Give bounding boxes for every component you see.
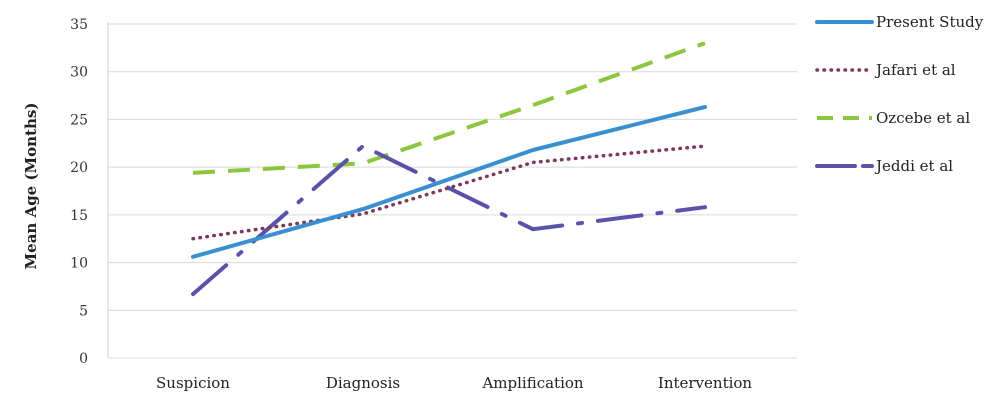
legend-label: Present Study (876, 13, 984, 31)
series-line-present-study (191, 105, 707, 259)
y-tick-label: 35 (70, 17, 88, 33)
x-tick-label: Amplification (481, 374, 583, 392)
y-tick-label: 5 (79, 303, 88, 319)
series-line-jafari-et-al (191, 144, 707, 241)
y-axis-ticks: 0 5 10 15 20 25 30 35 (70, 17, 88, 367)
x-axis-categories: Suspicion Diagnosis Amplification Intervent… (156, 374, 752, 392)
y-tick-label: 0 (79, 351, 88, 367)
y-tick-label: 15 (70, 208, 88, 224)
x-tick-label: Intervention (658, 374, 753, 392)
y-tick-label: 10 (70, 256, 88, 272)
x-tick-label: Diagnosis (326, 374, 400, 392)
y-tick-label: 30 (70, 65, 88, 81)
y-tick-label: 25 (70, 112, 88, 128)
y-tick-label: 20 (70, 160, 88, 176)
legend-label: Jafari et al (874, 61, 956, 79)
gridlines (107, 22, 797, 359)
series-lines (191, 41, 707, 297)
legend-label: Ozcebe et al (876, 109, 970, 127)
x-tick-label: Suspicion (156, 374, 230, 392)
legend: Present Study Jafari et al Ozcebe et al Jed… (815, 13, 984, 175)
legend-label: Jeddi et al (874, 157, 953, 175)
y-axis-label: Mean Age (Months) (22, 103, 40, 270)
series-line-ozcebe-et-al (192, 41, 706, 175)
